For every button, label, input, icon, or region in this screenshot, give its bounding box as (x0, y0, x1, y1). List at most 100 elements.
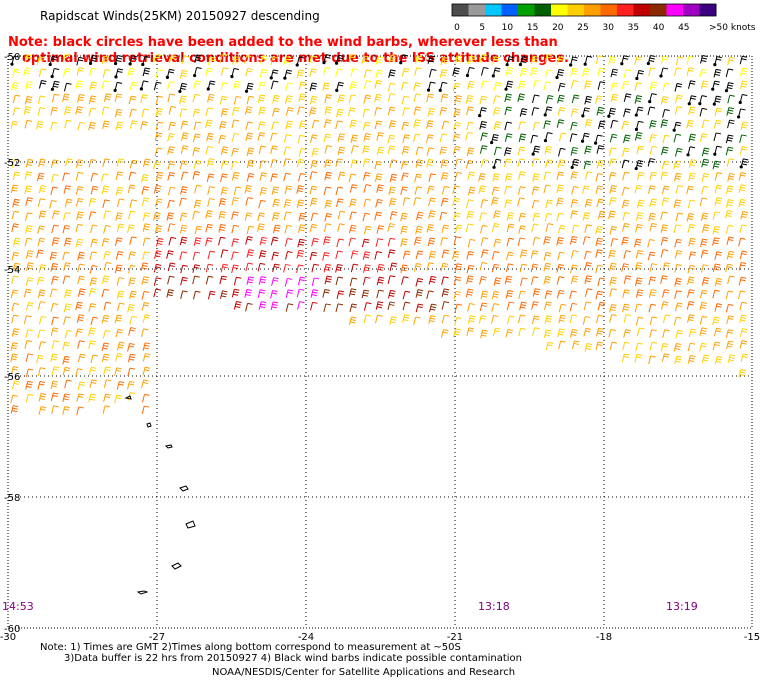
wind-barb (76, 211, 84, 221)
wind-barb (63, 303, 72, 312)
wind-barb (478, 107, 487, 118)
wind-barb (478, 185, 487, 194)
wind-barb (454, 224, 463, 234)
wind-barb (438, 81, 448, 92)
wind-barb (687, 342, 696, 352)
wind-barb (623, 314, 632, 323)
wind-barb (374, 211, 382, 221)
wind-barb (207, 250, 216, 260)
wind-barb (506, 251, 514, 261)
wind-barb (544, 212, 553, 222)
longitude-label: -21 (447, 632, 463, 643)
wind-barb (699, 133, 708, 142)
wind-barb (531, 315, 540, 325)
wind-barb (595, 185, 604, 195)
wind-barb (205, 107, 214, 117)
wind-barb (233, 80, 241, 90)
wind-barb (129, 236, 137, 246)
wind-barb (10, 366, 19, 375)
wind-barb (142, 393, 150, 403)
wind-barb (363, 314, 372, 324)
wind-barb (362, 108, 371, 118)
wind-barb (141, 55, 150, 67)
wind-barb (283, 146, 292, 156)
wind-barb (127, 342, 135, 352)
wind-barb (154, 147, 163, 157)
wind-barb (675, 56, 684, 66)
wind-barb (336, 238, 344, 248)
wind-barb (674, 264, 682, 273)
wind-barb (622, 341, 630, 351)
wind-barb (583, 160, 592, 170)
legend-tick-label: >50 knots (709, 23, 756, 33)
wind-barb (388, 186, 396, 196)
wind-barb (584, 288, 593, 297)
wind-barb (36, 172, 45, 182)
wind-barb (738, 237, 746, 247)
wind-barb (647, 238, 655, 248)
wind-barb (687, 80, 696, 89)
wind-barb (205, 210, 213, 219)
wind-barb (285, 289, 294, 299)
wind-barb (155, 171, 164, 181)
longitude-label: -30 (0, 632, 16, 643)
wind-barb (12, 237, 21, 247)
wind-barb (517, 186, 526, 195)
wind-barb (37, 237, 46, 247)
wind-barb (128, 95, 137, 105)
wind-barb (231, 197, 239, 206)
wind-barb (63, 316, 71, 325)
wind-barb (544, 315, 553, 324)
legend-tick-label: 10 (502, 23, 514, 33)
wind-barb (323, 236, 331, 245)
wind-barb (702, 224, 710, 233)
wind-barb (205, 275, 214, 285)
wind-barb (142, 353, 151, 362)
wind-barb (37, 289, 46, 298)
wind-barb (128, 55, 138, 66)
wind-barb (51, 366, 60, 375)
wind-barb (62, 224, 71, 234)
wind-barb (142, 67, 151, 77)
wind-barb (543, 276, 552, 285)
wind-barb (205, 237, 213, 246)
wind-barb (117, 302, 125, 312)
wind-barb (583, 55, 593, 66)
wind-barb (453, 108, 461, 118)
wind-barb (608, 210, 616, 220)
wind-barb (699, 342, 707, 352)
wind-barb (440, 159, 449, 168)
wind-barb (596, 145, 605, 154)
wind-barb (231, 288, 240, 298)
wind-barb (426, 158, 434, 168)
wind-barb (414, 173, 422, 183)
wind-barb (504, 133, 513, 142)
wind-barb (114, 314, 123, 324)
wind-barb (686, 301, 695, 310)
wind-barb (674, 277, 682, 287)
wind-barb (674, 67, 682, 76)
wind-barb (439, 146, 448, 155)
longitude-label: -24 (298, 632, 314, 643)
wind-barb (479, 212, 487, 221)
wind-barb (688, 251, 697, 260)
wind-barb (114, 108, 123, 118)
wind-barb (153, 212, 161, 221)
wind-barb (714, 303, 723, 312)
wind-barb (609, 133, 618, 143)
wind-barb (298, 93, 306, 103)
wind-barb (153, 54, 161, 63)
wind-barb (10, 405, 19, 414)
wind-barb (518, 327, 526, 337)
wind-barb (101, 275, 110, 284)
wind-barb (311, 147, 320, 157)
wind-barb (179, 95, 187, 105)
wind-barb (88, 327, 96, 336)
wind-barb (218, 236, 226, 246)
wind-barb (725, 210, 733, 219)
wind-barb (233, 95, 242, 105)
wind-barb (439, 107, 447, 116)
wind-barb (415, 303, 424, 313)
wind-barb (701, 119, 710, 129)
wind-barb (428, 197, 436, 207)
